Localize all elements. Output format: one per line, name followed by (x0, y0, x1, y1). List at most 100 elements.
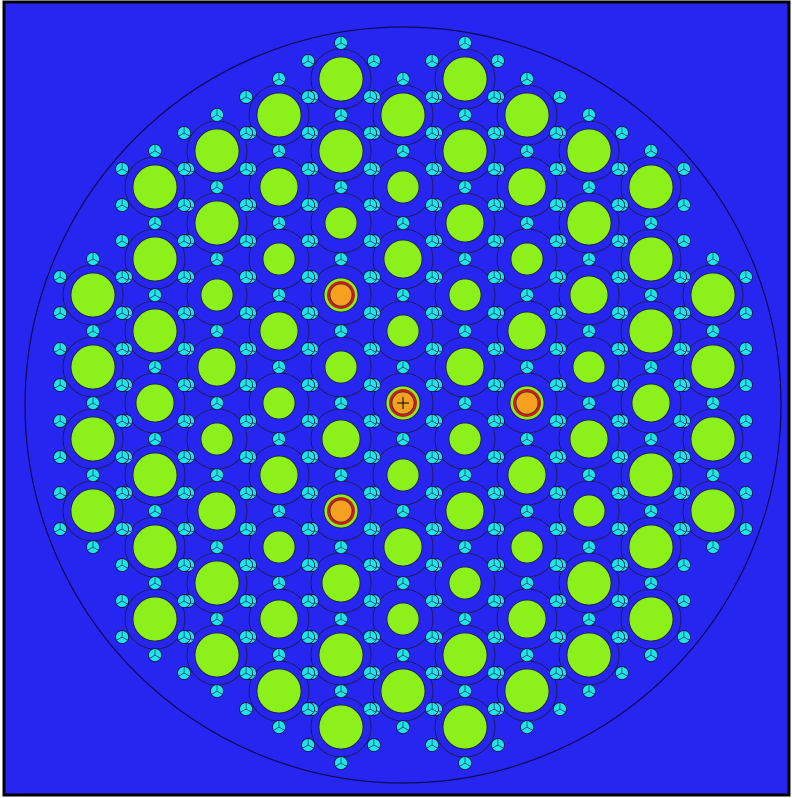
pin-lobe (302, 276, 309, 281)
coolant-pin-icon (673, 414, 687, 428)
coolant-pin-icon (53, 342, 67, 356)
pin-lobe (550, 528, 557, 533)
pin-lobe (369, 132, 376, 137)
pin-lobe (59, 276, 66, 281)
pin-lobe (364, 312, 371, 317)
pin-lobe (307, 384, 314, 389)
pin-lobe (183, 384, 190, 389)
pin-lobe (559, 708, 566, 713)
pin-lobe (149, 582, 156, 587)
coolant-pin-icon (148, 216, 162, 231)
fuel-disk (318, 704, 364, 750)
coolant-pin-icon (673, 450, 687, 464)
pin-lobe (464, 618, 471, 623)
pin-lobe (87, 258, 94, 263)
pin-lobe (302, 420, 309, 425)
fuel-element (558, 264, 620, 326)
coolant-pin-icon (272, 432, 286, 447)
coolant-pin-icon (115, 414, 129, 428)
fuel-disk (70, 488, 116, 534)
pin-lobe (431, 132, 438, 137)
pin-lobe (245, 312, 252, 317)
pin-lobe (493, 636, 500, 641)
fuel-disk (566, 560, 612, 606)
coolant-pin-icon (301, 558, 315, 572)
pin-lobe (240, 600, 247, 605)
pin-lobe (588, 186, 595, 191)
fuel-disk (445, 347, 485, 387)
coolant-pin-icon (615, 666, 629, 680)
pin-lobe (431, 744, 438, 749)
coolant-pin-icon (487, 558, 501, 572)
coolant-pin-icon (301, 162, 315, 176)
pin-lobe (302, 564, 309, 569)
coolant-pin-icon (458, 468, 472, 483)
pin-lobe (426, 312, 433, 317)
pin-lobe (550, 276, 557, 281)
pin-lobe (364, 528, 371, 533)
pin-lobe (588, 258, 595, 263)
coolant-pin-icon (334, 180, 348, 195)
pin-lobe (402, 726, 409, 731)
pin-lobe (650, 438, 657, 443)
pin-lobe (464, 402, 471, 407)
fuel-element (620, 588, 682, 650)
fuel-element (372, 660, 434, 722)
coolant-pin-icon (487, 126, 501, 140)
fuel-disk (259, 599, 299, 639)
pin-lobe (431, 168, 438, 173)
pin-lobe (121, 564, 128, 569)
pin-lobe (426, 204, 433, 209)
coolant-pin-icon (487, 378, 501, 392)
pin-lobe (464, 258, 471, 263)
fuel-disk (324, 350, 358, 384)
coolant-pin-icon (363, 594, 377, 608)
coolant-pin-icon (673, 342, 687, 356)
pin-lobe (364, 420, 371, 425)
pin-lobe (369, 456, 376, 461)
coolant-pin-icon (272, 216, 286, 231)
coolant-pin-icon (115, 270, 129, 284)
pin-lobe (583, 474, 590, 479)
pin-lobe (550, 564, 557, 569)
fuel-disk (442, 704, 488, 750)
coolant-pin-icon (115, 522, 129, 536)
pin-lobe (364, 204, 371, 209)
pin-lobe (588, 690, 595, 695)
pin-lobe (550, 492, 557, 497)
pin-lobe (583, 618, 590, 623)
pin-lobe (678, 636, 685, 641)
coolant-pin-icon (86, 324, 100, 339)
pin-lobe (154, 150, 161, 155)
fuel-element (186, 120, 248, 182)
coolant-pin-icon (425, 666, 439, 680)
pin-lobe (674, 456, 681, 461)
coolant-pin-icon (86, 468, 100, 483)
fuel-disk (259, 167, 299, 207)
pin-lobe (493, 564, 500, 569)
pin-lobe (364, 96, 371, 101)
coolant-pin-icon (301, 486, 315, 500)
pin-lobe (588, 330, 595, 335)
coolant-pin-icon (425, 378, 439, 392)
pin-lobe (364, 492, 371, 497)
pin-lobe (555, 492, 562, 497)
coolant-pin-icon (86, 540, 100, 554)
fuel-disk (628, 164, 674, 210)
coolant-pin-icon (396, 216, 410, 231)
coolant-pin-icon (739, 414, 753, 428)
pin-lobe (183, 240, 190, 245)
pin-lobe (555, 204, 562, 209)
pin-lobe (121, 168, 128, 173)
fuel-element (682, 408, 744, 470)
pin-lobe (426, 420, 433, 425)
pin-lobe (278, 726, 285, 731)
pin-lobe (617, 384, 624, 389)
coolant-pin-icon (363, 558, 377, 572)
coolant-pin-icon (549, 378, 563, 392)
coolant-pin-icon (53, 306, 67, 320)
pin-lobe (712, 474, 719, 479)
fuel-element (682, 480, 744, 542)
pin-lobe (183, 456, 190, 461)
pin-lobe (526, 510, 533, 515)
